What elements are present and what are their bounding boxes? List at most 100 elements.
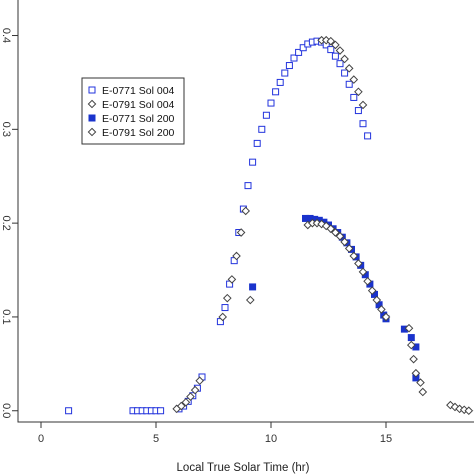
- data-point: [354, 107, 362, 115]
- x-tick-label: 0: [38, 433, 44, 445]
- x-axis: 0 5 10 15: [38, 422, 392, 445]
- data-point: [349, 75, 359, 84]
- data-point: [354, 87, 363, 97]
- data-point: [345, 80, 353, 88]
- data-point: [416, 378, 425, 387]
- data-point: [363, 276, 372, 286]
- plot-frame: [17, 0, 474, 423]
- y-tick-label: 0.0: [0, 403, 12, 418]
- data-point: [350, 93, 358, 101]
- data-point: [186, 392, 195, 401]
- data-point: [285, 62, 293, 70]
- legend-label: E-0791 Sol 004: [102, 99, 175, 111]
- data-point: [241, 206, 251, 216]
- data-point: [326, 36, 336, 46]
- y-tick-label: 0.1: [0, 309, 12, 324]
- data-point: [354, 259, 363, 268]
- legend-label: E-0771 Sol 200: [102, 113, 175, 125]
- data-point: [404, 323, 414, 333]
- data-point: [331, 40, 340, 50]
- data-point: [236, 228, 246, 237]
- data-point: [336, 60, 344, 68]
- data-point: [409, 354, 418, 364]
- data-point: [406, 340, 416, 350]
- legend-item: E-0771 Sol 200: [88, 113, 175, 125]
- data-point: [249, 283, 257, 291]
- data-point: [377, 305, 386, 314]
- legend-item: E-0791 Sol 004: [87, 99, 175, 111]
- data-point: [227, 275, 237, 284]
- y-axis: 0.0 0.1 0.2 0.3 0.4: [0, 28, 18, 418]
- y-tick-label: 0.2: [0, 215, 12, 230]
- data-point: [340, 237, 349, 247]
- x-tick-label: 15: [380, 433, 392, 445]
- data-point: [221, 304, 229, 312]
- data-point: [281, 69, 289, 77]
- legend: E-0771 Sol 004 E-0791 Sol 004 E-0771 Sol 2…: [81, 77, 185, 145]
- data-point: [331, 228, 340, 237]
- data-points: [65, 35, 474, 416]
- data-point: [407, 334, 415, 342]
- data-point: [222, 293, 232, 303]
- data-point: [459, 405, 469, 415]
- data-point: [359, 120, 367, 128]
- legend-item: E-0771 Sol 004: [88, 85, 175, 97]
- data-point: [372, 295, 382, 305]
- data-point: [249, 158, 257, 166]
- y-tick-label: 0.3: [0, 122, 12, 137]
- legend-marker: [87, 127, 97, 137]
- data-point: [258, 125, 266, 133]
- data-point: [358, 100, 368, 110]
- y-tick-label: 0.4: [0, 28, 12, 43]
- legend-marker: [88, 86, 96, 94]
- data-point: [176, 401, 186, 411]
- data-point: [290, 54, 298, 62]
- data-point: [331, 52, 339, 60]
- data-point: [65, 407, 73, 415]
- data-point: [262, 111, 270, 119]
- series-4: [172, 206, 474, 416]
- data-point: [232, 251, 241, 261]
- data-point: [418, 387, 428, 397]
- series-1: [65, 37, 372, 415]
- x-axis-title: Local True Solar Time (hr): [177, 462, 310, 474]
- data-point: [276, 78, 284, 86]
- data-point: [341, 69, 349, 77]
- data-point: [344, 64, 354, 73]
- data-point: [244, 182, 252, 190]
- data-point: [327, 46, 335, 54]
- data-point: [464, 406, 474, 416]
- data-point: [411, 368, 421, 378]
- data-point: [335, 46, 345, 55]
- data-point: [245, 295, 255, 305]
- legend-marker: [88, 114, 96, 122]
- x-tick-label: 5: [153, 433, 159, 445]
- data-point: [344, 244, 354, 253]
- data-point: [326, 224, 336, 234]
- data-point: [367, 286, 377, 295]
- data-point: [349, 251, 359, 261]
- data-point: [218, 312, 228, 322]
- data-point: [272, 88, 280, 96]
- series-2: [317, 35, 368, 110]
- data-point: [340, 54, 349, 64]
- data-point: [157, 407, 165, 415]
- legend-marker: [87, 99, 97, 109]
- data-point: [317, 219, 326, 229]
- data-point: [335, 231, 345, 241]
- series-3: [249, 214, 420, 382]
- data-point: [295, 48, 303, 56]
- data-point: [299, 44, 307, 52]
- legend-item: E-0791 Sol 200: [87, 127, 175, 139]
- data-point: [195, 376, 205, 386]
- legend-label: E-0791 Sol 200: [102, 127, 175, 139]
- legend-box: [81, 77, 185, 145]
- legend-label: E-0771 Sol 004: [102, 85, 175, 97]
- data-point: [253, 139, 261, 147]
- x-tick-label: 10: [265, 433, 277, 445]
- data-point: [358, 267, 368, 277]
- data-point: [190, 385, 200, 395]
- data-point: [364, 132, 372, 140]
- data-point: [381, 312, 391, 322]
